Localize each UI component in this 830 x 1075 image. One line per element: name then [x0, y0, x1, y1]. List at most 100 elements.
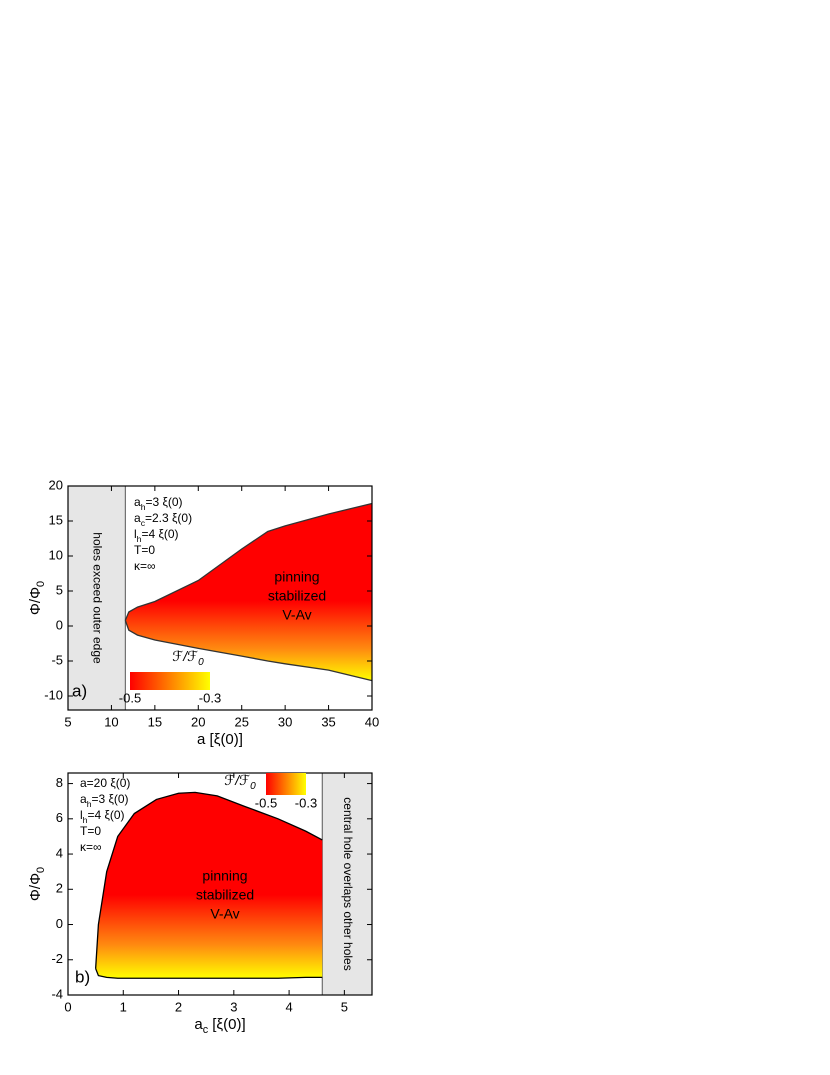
- y-tick-label: 5: [56, 582, 63, 597]
- text-segment: =3 ξ(0): [91, 792, 128, 806]
- text-segment: 0: [35, 581, 47, 587]
- x-tick-label: 5: [341, 999, 348, 1014]
- text-segment: Φ/Φ: [27, 873, 44, 901]
- text-segment: κ=∞: [134, 559, 156, 573]
- x-tick-label: 40: [365, 714, 379, 729]
- excluded-label: central hole overlaps other holes: [341, 797, 355, 970]
- annotation: κ=∞: [80, 840, 102, 854]
- text-segment: ℱ/ℱ: [224, 772, 250, 788]
- colorbar-label: ℱ/ℱ0: [224, 772, 256, 792]
- x-tick-label: 3: [230, 999, 237, 1014]
- text-segment: =2.3 ξ(0): [145, 511, 192, 525]
- text-segment: h: [141, 502, 146, 512]
- annotation: ah=3 ξ(0): [134, 495, 183, 512]
- region-fill: [95, 792, 323, 979]
- boundary-line: [94, 791, 323, 969]
- text-segment: =4 ξ(0): [87, 808, 124, 822]
- x-tick-label: 1: [120, 999, 127, 1014]
- x-tick-label: 30: [278, 714, 292, 729]
- region-label: V-Av: [282, 607, 311, 623]
- x-tick-label: 2: [175, 999, 182, 1014]
- plot-frame: [67, 485, 373, 711]
- text-segment: l: [80, 808, 83, 822]
- text-segment: a: [194, 1016, 203, 1033]
- y-tick-label: 4: [56, 845, 63, 860]
- text-segment: c: [203, 1024, 209, 1036]
- text-segment: h: [137, 534, 142, 544]
- text-segment: h: [83, 815, 88, 825]
- y-tick-label: 20: [49, 477, 63, 492]
- y-tick-label: 10: [49, 547, 63, 562]
- boundary-line: [124, 502, 373, 621]
- region-label: pinning: [274, 569, 319, 585]
- y-tick-label: 2: [56, 881, 63, 896]
- text-segment: =3 ξ(0): [145, 495, 182, 509]
- text-segment: ℱ/ℱ: [172, 648, 198, 664]
- annotation: T=0: [134, 543, 155, 557]
- colorbar-label: ℱ/ℱ0: [172, 648, 204, 668]
- annotation: lh=4 ξ(0): [134, 527, 179, 544]
- y-tick-label: -2: [51, 951, 63, 966]
- region-label: V-Av: [210, 906, 239, 922]
- x-tick-label: 0: [64, 999, 71, 1014]
- text-segment: Φ/Φ: [27, 587, 44, 615]
- y-tick-label: 0: [56, 916, 63, 931]
- plot-frame: [67, 772, 373, 996]
- colorbar-tick-label: -0.3: [199, 690, 221, 705]
- boundary-line: [95, 968, 323, 979]
- colorbar: [130, 672, 210, 690]
- colorbar-tick-label: -0.5: [255, 795, 277, 810]
- x-tick-label: 35: [321, 714, 335, 729]
- region-label: stabilized: [268, 588, 326, 604]
- text-segment: T=0: [80, 824, 101, 838]
- y-axis-label: Φ/Φ0: [27, 581, 47, 615]
- y-tick-label: -10: [44, 687, 63, 702]
- y-tick-label: 0: [56, 617, 63, 632]
- panel-label: b): [75, 967, 90, 986]
- x-tick-label: 15: [148, 714, 162, 729]
- excluded-region: [68, 486, 126, 710]
- text-segment: a: [80, 792, 87, 806]
- annotation: ac=2.3 ξ(0): [134, 511, 192, 528]
- panel-label: a): [72, 681, 87, 700]
- text-segment: l: [134, 527, 137, 541]
- text-segment: a: [134, 511, 141, 525]
- y-tick-label: 15: [49, 512, 63, 527]
- x-tick-label: 4: [285, 999, 292, 1014]
- x-axis-label: ac [ξ(0)]: [194, 1016, 245, 1036]
- colorbar-tick-label: -0.5: [119, 690, 141, 705]
- text-segment: c: [141, 518, 146, 528]
- annotation: a=20 ξ(0): [80, 776, 130, 790]
- y-tick-label: -5: [51, 652, 63, 667]
- text-segment: T=0: [134, 543, 155, 557]
- excluded-label: holes exceed outer edge: [90, 532, 104, 664]
- boundary-line: [124, 620, 373, 682]
- annotation: ah=3 ξ(0): [80, 792, 129, 809]
- annotation: T=0: [80, 824, 101, 838]
- x-tick-label: 5: [64, 714, 71, 729]
- text-segment: 0: [198, 657, 204, 668]
- region-label: pinning: [202, 868, 247, 884]
- text-segment: =4 ξ(0): [141, 527, 178, 541]
- annotation: lh=4 ξ(0): [80, 808, 125, 825]
- y-tick-label: 6: [56, 810, 63, 825]
- text-segment: 0: [35, 867, 47, 873]
- text-segment: a [ξ(0)]: [197, 731, 243, 748]
- region-label: stabilized: [196, 887, 254, 903]
- colorbar: [266, 773, 306, 795]
- annotation: κ=∞: [134, 559, 156, 573]
- text-segment: a=20 ξ(0): [80, 776, 130, 790]
- region-fill: [125, 503, 372, 681]
- colorbar-tick-label: -0.3: [295, 795, 317, 810]
- y-axis-label: Φ/Φ0: [27, 867, 47, 901]
- text-segment: κ=∞: [80, 840, 102, 854]
- x-tick-label: 20: [191, 714, 205, 729]
- text-segment: 0: [250, 781, 256, 792]
- x-tick-label: 25: [234, 714, 248, 729]
- x-tick-label: 10: [104, 714, 118, 729]
- y-tick-label: 8: [56, 775, 63, 790]
- y-tick-label: -4: [51, 986, 63, 1001]
- text-segment: h: [87, 799, 92, 809]
- excluded-region: [322, 773, 372, 995]
